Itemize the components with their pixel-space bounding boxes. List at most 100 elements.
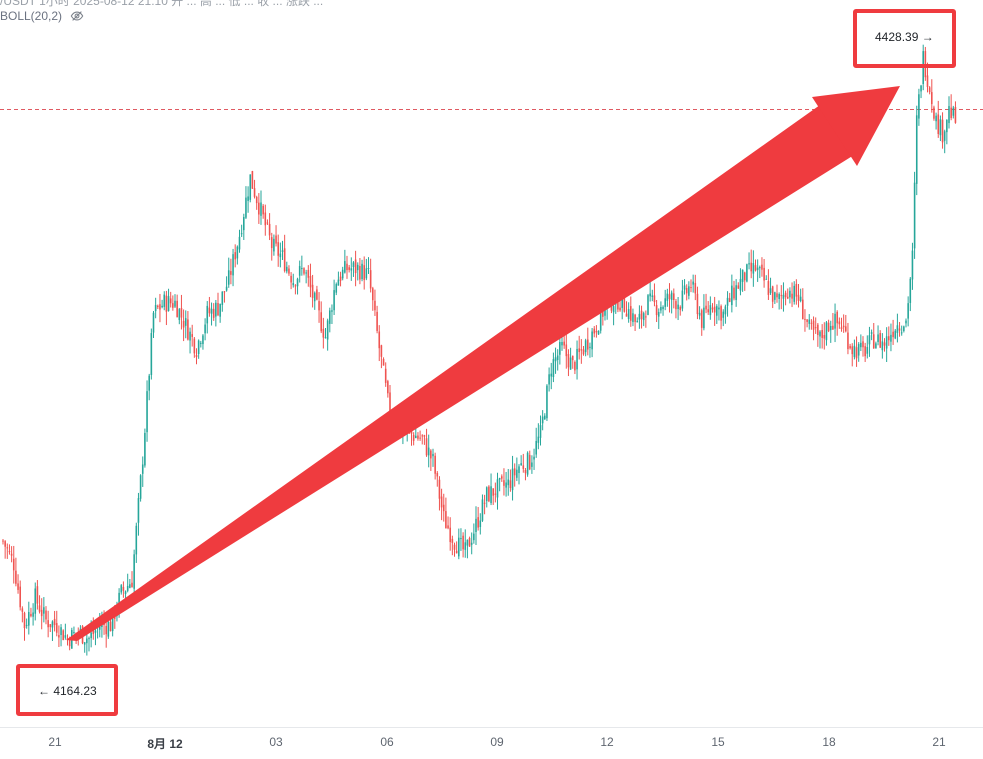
candle-body [709,305,712,316]
candle-body [651,295,654,297]
candle-body [883,342,886,346]
candle-body [427,447,430,456]
candle [866,335,869,359]
candle [135,522,138,563]
candle-body [546,385,548,419]
candle-body [210,308,213,314]
candle-body [507,479,510,486]
candle [146,380,148,442]
candle-body [866,347,869,354]
candle-body [436,472,439,477]
candle-body [526,452,529,475]
candle [759,265,761,279]
candle [423,434,426,445]
candle-body [664,298,666,307]
candle [763,259,765,288]
candle [490,473,492,506]
candle-body [636,320,639,323]
candle [129,578,131,589]
candle-body [630,306,632,321]
candle [589,342,591,358]
candle [909,277,912,312]
candle-body [748,263,750,265]
candle-body [501,476,503,479]
candle-body [372,288,374,301]
candle-body [864,346,866,357]
candle [651,289,654,302]
candle [834,303,836,343]
candle-body [696,293,699,315]
candle-body [354,259,357,274]
candle-body [496,479,499,498]
candle [931,79,933,113]
candle [281,240,284,261]
candle-body [111,609,114,632]
candle [412,432,415,446]
x-tick-label: 15 [711,735,725,749]
eye-slash-icon[interactable] [70,9,84,23]
candle [728,292,731,303]
candle-body [531,462,533,467]
candle [169,291,172,308]
candle [748,252,750,270]
candle [812,316,815,341]
candle-body [260,202,262,216]
candle-body [888,336,890,341]
candle [150,328,153,380]
candle [311,274,314,308]
candle-body [808,319,811,324]
candle-body [593,328,596,334]
candle-body [356,264,359,271]
candle [649,280,651,302]
candle-body [255,197,258,204]
candle-body [288,268,290,274]
candle [756,259,759,282]
x-tick-label: 8月 12 [147,737,183,751]
candle-body [582,349,585,355]
candle-body [556,355,559,360]
candle [522,453,525,473]
candle-body [243,216,245,231]
candle [890,323,892,352]
candle [172,295,174,311]
candle [535,427,537,458]
candle-body [90,632,92,639]
candle-body [105,625,107,635]
candle-body [442,504,445,512]
candle [53,610,56,632]
candle [630,296,632,327]
candle [60,624,62,647]
candle-body [776,293,778,298]
candle [215,299,217,327]
candle [32,603,34,626]
candle [442,493,445,522]
candle [165,290,168,326]
candle-body [374,300,376,311]
candle [189,327,191,354]
candle-body [673,293,675,301]
indicator-label[interactable]: BOLL(20,2) [0,9,63,23]
candle-body [477,517,479,528]
candle-body [746,264,748,282]
candle [21,606,24,623]
candle [900,325,903,336]
candle [666,288,669,307]
candle [243,213,245,240]
x-tick-label: 18 [822,735,836,749]
candle [161,299,163,309]
candle [264,204,267,236]
candle-body [234,252,236,260]
candle [541,410,544,431]
candle [139,474,142,502]
candle-body [361,263,363,280]
candle [692,274,694,293]
candle-body [341,269,344,279]
candle-body [363,265,365,280]
candle-body [169,298,172,304]
candle-body [264,212,267,226]
candle-body [294,285,297,287]
candle [152,311,155,338]
candle-body [25,624,28,626]
candle [791,282,793,308]
